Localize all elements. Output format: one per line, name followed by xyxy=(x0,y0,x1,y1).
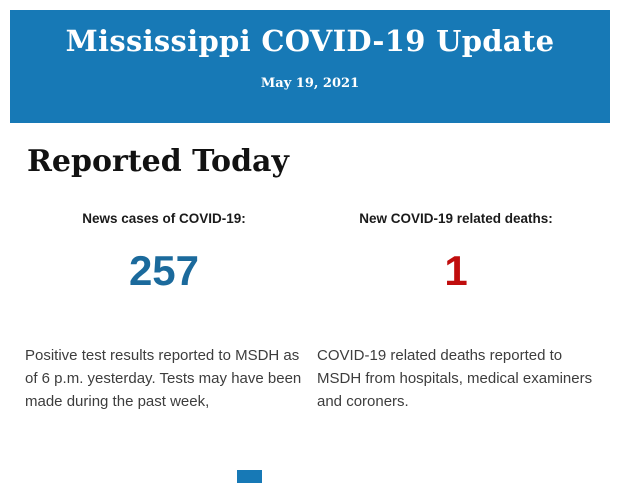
new-deaths-description: COVID-19 related deaths reported to MSDH… xyxy=(317,347,593,410)
footer-band-sliver xyxy=(237,470,262,483)
stat-new-cases: News cases of COVID-19: 257 Positive tes… xyxy=(25,210,303,413)
section-heading: Reported Today xyxy=(27,144,289,179)
newsletter-date: May 19, 2021 xyxy=(260,76,360,91)
stat-new-deaths: New COVID-19 related deaths: 1 COVID-19 … xyxy=(317,210,595,413)
new-cases-description: Positive test results reported to MSDH a… xyxy=(25,347,302,410)
stats-row: News cases of COVID-19: 257 Positive tes… xyxy=(0,210,620,413)
new-cases-value: 257 xyxy=(128,247,200,294)
new-deaths-value: 1 xyxy=(444,247,468,294)
report-body: Reported Today News cases of COVID-19: 2… xyxy=(0,144,620,413)
newsletter-title: Mississippi COVID-19 Update xyxy=(65,24,555,58)
new-cases-label: News cases of COVID-19: xyxy=(82,211,246,226)
header-banner: Mississippi COVID-19 Update May 19, 2021 xyxy=(10,10,610,123)
new-deaths-label: New COVID-19 related deaths: xyxy=(359,211,553,226)
